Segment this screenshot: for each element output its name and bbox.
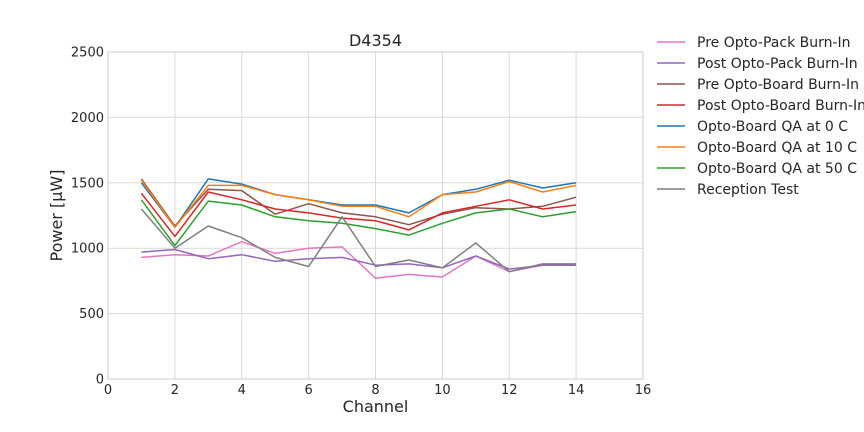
x-tick-label: 10 <box>434 383 451 398</box>
series-line-2 <box>141 248 577 270</box>
legend-label: Opto-Board QA at 50 C <box>697 161 857 177</box>
x-tick-label: 8 <box>371 383 379 398</box>
y-tick-label: 2500 <box>71 46 104 61</box>
grid <box>107 51 644 380</box>
y-tick-label: 1500 <box>71 176 104 191</box>
series-line-1 <box>141 240 577 280</box>
x-tick-label: 6 <box>304 383 312 398</box>
plot-frame <box>107 51 644 380</box>
series-line-4 <box>140 191 577 238</box>
legend-label: Reception Test <box>697 182 799 198</box>
x-tick-label: 14 <box>568 383 585 398</box>
y-tick-label: 1000 <box>71 242 104 257</box>
x-tick-label: 4 <box>238 383 246 398</box>
x-axis-title: Channel <box>343 397 409 416</box>
series-lines <box>140 178 577 280</box>
y-tick-labels: 0 500 1000 1500 2000 2500 <box>71 46 104 388</box>
legend-label: Post Opto-Pack Burn-In <box>697 56 858 72</box>
legend-label: Pre Opto-Board Burn-In <box>697 77 859 93</box>
legend: Pre Opto-Pack Burn-In Post Opto-Pack Burn… <box>657 35 864 198</box>
legend-label: Post Opto-Board Burn-In <box>697 98 864 114</box>
y-tick-label: 0 <box>96 373 104 388</box>
legend-label: Pre Opto-Pack Burn-In <box>697 35 851 51</box>
series-line-3 <box>140 178 577 227</box>
series-line-5 <box>140 178 577 229</box>
x-tick-labels: 0 2 4 6 8 10 12 14 16 <box>104 383 651 398</box>
series-line-7 <box>140 199 577 247</box>
y-tick-label: 2000 <box>71 111 104 126</box>
y-tick-label: 500 <box>79 307 104 322</box>
legend-label: Opto-Board QA at 0 C <box>697 119 848 135</box>
series-line-8 <box>140 208 577 273</box>
x-tick-label: 0 <box>104 383 112 398</box>
x-tick-label: 16 <box>635 383 652 398</box>
x-tick-label: 2 <box>171 383 179 398</box>
y-axis-title: Power [µW] <box>47 170 66 262</box>
legend-label: Opto-Board QA at 10 C <box>697 140 857 156</box>
chart-title: D4354 <box>349 31 402 50</box>
series-line-6 <box>140 179 577 229</box>
x-tick-label: 12 <box>501 383 518 398</box>
